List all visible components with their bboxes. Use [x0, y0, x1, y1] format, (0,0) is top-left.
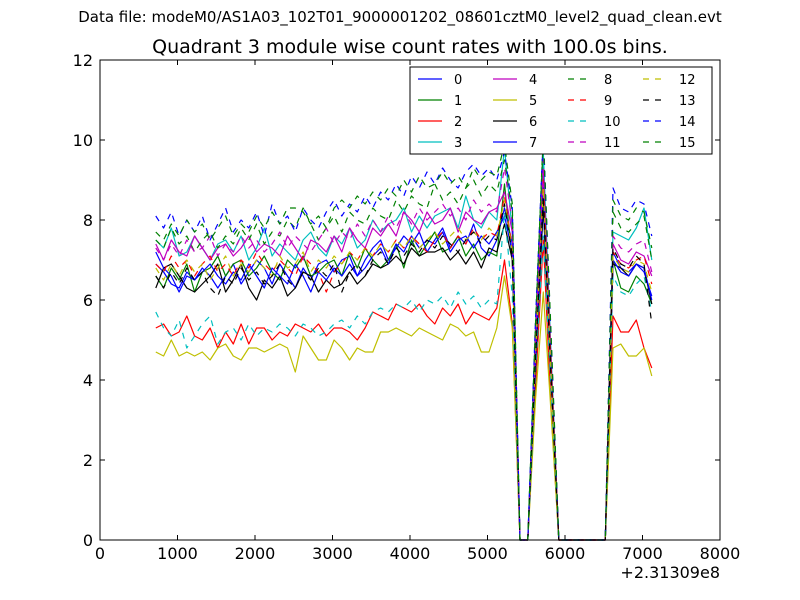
- x-tick-label: 5000: [467, 544, 508, 563]
- legend-label-13: 13: [679, 94, 696, 109]
- y-tick-label: 0: [83, 531, 93, 550]
- legend-label-5: 5: [529, 94, 537, 109]
- y-tick-label: 10: [73, 131, 93, 150]
- series-line-10: [155, 211, 653, 541]
- x-tick-label: 1000: [157, 544, 198, 563]
- series-line-5: [155, 275, 653, 541]
- x-tick-label: 6000: [545, 544, 586, 563]
- legend-label-4: 4: [529, 73, 537, 88]
- y-tick-label: 2: [83, 451, 93, 470]
- series-line-7: [155, 187, 653, 541]
- legend-label-1: 1: [454, 94, 462, 109]
- axis-ticks: 0 1000 2000 3000 4000 5000 6000 7000 80000246810…: [73, 51, 741, 563]
- series-line-11: [155, 159, 653, 541]
- y-tick-label: 6: [83, 291, 93, 310]
- x-tick-label: 8000: [700, 544, 741, 563]
- series-line-8: [155, 131, 653, 541]
- y-tick-label: 4: [83, 371, 93, 390]
- series-line-14: [155, 135, 653, 541]
- legend-box: [409, 66, 713, 155]
- x-tick-label: 2000: [235, 544, 276, 563]
- y-tick-label: 8: [83, 211, 93, 230]
- chart-title: Quadrant 3 module wise count rates with …: [152, 36, 668, 58]
- series-line-6: [155, 203, 653, 541]
- series-line-0: [155, 207, 653, 541]
- x-tick-label: 7000: [622, 544, 663, 563]
- legend-label-11: 11: [604, 136, 621, 151]
- series-line-3: [155, 147, 653, 541]
- series-line-12: [155, 187, 653, 541]
- x-tick-label: 3000: [312, 544, 353, 563]
- legend-label-6: 6: [529, 115, 537, 130]
- x-offset-label: +2.31309e8: [620, 563, 720, 582]
- legend-label-8: 8: [604, 73, 612, 88]
- legend-label-14: 14: [679, 115, 696, 130]
- series-layer: [155, 131, 653, 541]
- y-tick-label: 12: [73, 51, 93, 70]
- series-line-9: [155, 179, 653, 541]
- legend-label-12: 12: [679, 73, 696, 88]
- figure-suptitle: Data file: modeM0/AS1A03_102T01_90000012…: [78, 8, 722, 26]
- legend-label-0: 0: [454, 73, 462, 88]
- legend-label-3: 3: [454, 136, 462, 151]
- legend-label-10: 10: [604, 115, 621, 130]
- x-tick-label: 4000: [390, 544, 431, 563]
- legend-label-7: 7: [529, 136, 537, 151]
- legend-label-2: 2: [454, 115, 462, 130]
- x-tick-label: 0: [95, 544, 105, 563]
- legend-label-9: 9: [604, 94, 612, 109]
- legend-label-15: 15: [679, 136, 696, 151]
